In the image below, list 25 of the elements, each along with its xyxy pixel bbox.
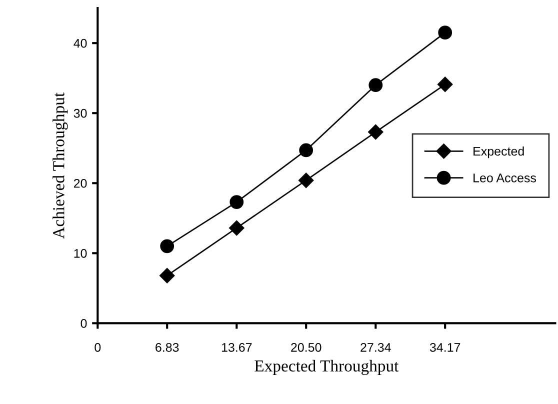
point (160, 239, 174, 254)
legend-label: Leo Access (474, 174, 536, 182)
point (299, 143, 314, 158)
x-tick-label: 0 (94, 342, 101, 352)
point (438, 76, 453, 92)
point (368, 124, 384, 140)
y-axis-title: Achieved Throughput (52, 92, 68, 239)
point (229, 220, 244, 236)
x-tick-label: 27.34 (360, 342, 391, 352)
y-tick-label: 30 (74, 108, 87, 118)
legend-label: Expected (474, 146, 524, 158)
y-tick-label: 40 (74, 38, 87, 48)
point (230, 195, 244, 209)
x-tick-label: 13.67 (222, 342, 252, 352)
x-axis-title: Expected Throughput (254, 360, 399, 376)
y-tick-label: 10 (74, 248, 87, 258)
x-tick-label: 20.50 (291, 342, 322, 352)
point (438, 26, 452, 40)
point (368, 78, 383, 92)
y-tick-label: 20 (74, 178, 87, 188)
x-tick-label: 6.83 (156, 342, 179, 352)
y-tick-label: 0 (80, 319, 87, 328)
x-tick-label: 34.17 (430, 342, 460, 352)
point (160, 268, 175, 284)
point (298, 172, 314, 188)
